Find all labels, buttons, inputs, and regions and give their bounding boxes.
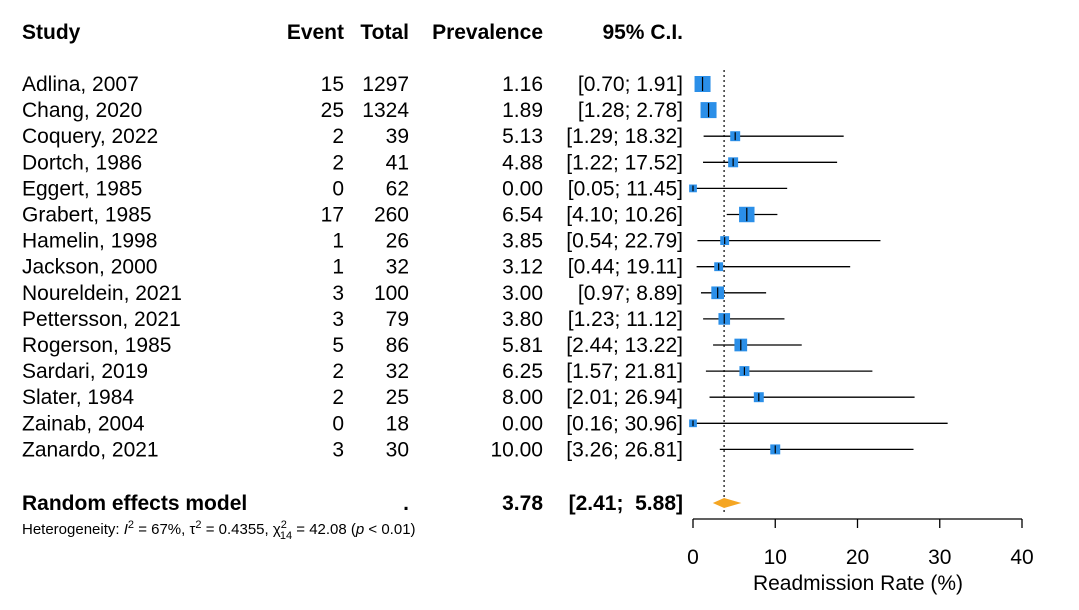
- row-ci: [1.29; 18.32]: [566, 125, 683, 148]
- row-ci: [0.54; 22.79]: [566, 230, 683, 253]
- row-study: Noureldein, 2021: [22, 282, 182, 305]
- row-total: 26: [386, 230, 409, 253]
- row-ci: [0.44; 19.11]: [568, 256, 683, 279]
- summary-ci: [2.41; 5.88]: [569, 492, 683, 515]
- summary-label: Random effects model: [22, 492, 247, 515]
- row-event: 1: [332, 256, 344, 279]
- row-event: 0: [332, 412, 344, 435]
- row-total: 25: [386, 386, 409, 409]
- row-event: 2: [332, 360, 344, 383]
- row-study: Jackson, 2000: [22, 256, 157, 279]
- row-prevalence: 6.54: [502, 204, 543, 227]
- row-prevalence: 5.81: [502, 334, 543, 357]
- row-ci: [1.22; 17.52]: [566, 151, 683, 174]
- row-total: 18: [386, 412, 409, 435]
- row-study: Slater, 1984: [22, 386, 134, 409]
- header-ci: 95% C.I.: [602, 21, 683, 44]
- row-prevalence: 1.89: [502, 99, 543, 122]
- pooled-diamond: [712, 498, 742, 508]
- row-prevalence: 3.80: [502, 308, 543, 331]
- row-study: Coquery, 2022: [22, 125, 158, 148]
- row-event: 15: [321, 73, 344, 96]
- header-study: Study: [22, 21, 81, 44]
- row-event: 25: [321, 99, 344, 122]
- row-prevalence: 3.12: [502, 256, 543, 279]
- row-total: 41: [386, 151, 409, 174]
- row-study: Eggert, 1985: [22, 177, 142, 200]
- row-event: 5: [332, 334, 344, 357]
- row-ci: [3.26; 26.81]: [566, 438, 683, 461]
- row-study: Grabert, 1985: [22, 204, 152, 227]
- row-total: 86: [386, 334, 409, 357]
- row-total: 39: [386, 125, 409, 148]
- row-event: 3: [332, 282, 344, 305]
- row-ci: [0.70; 1.91]: [578, 73, 683, 96]
- row-ci: [0.97; 8.89]: [578, 282, 683, 305]
- row-ci: [1.28; 2.78]: [578, 99, 683, 122]
- row-event: 17: [321, 204, 344, 227]
- row-prevalence: 6.25: [502, 360, 543, 383]
- row-prevalence: 1.16: [502, 73, 543, 96]
- header-event: Event: [287, 21, 344, 44]
- row-study: Pettersson, 2021: [22, 308, 181, 331]
- x-tick-label: 40: [1010, 546, 1033, 569]
- row-study: Zanardo, 2021: [22, 438, 159, 461]
- row-event: 0: [332, 177, 344, 200]
- summary-dot: .: [403, 492, 409, 515]
- row-study: Chang, 2020: [22, 99, 142, 122]
- row-study: Dortch, 1986: [22, 151, 142, 174]
- x-tick-label: 30: [928, 546, 951, 569]
- x-tick-label: 0: [687, 546, 699, 569]
- row-event: 3: [332, 308, 344, 331]
- row-study: Hamelin, 1998: [22, 230, 157, 253]
- row-ci: [1.57; 21.81]: [566, 360, 683, 383]
- row-total: 79: [386, 308, 409, 331]
- row-study: Rogerson, 1985: [22, 334, 171, 357]
- row-prevalence: 0.00: [502, 177, 543, 200]
- summary-prevalence: 3.78: [502, 492, 543, 515]
- row-event: 2: [332, 125, 344, 148]
- row-total: 32: [386, 256, 409, 279]
- row-total: 1324: [362, 99, 409, 122]
- header-prevalence: Prevalence: [432, 21, 543, 44]
- x-axis-label: Readmission Rate (%): [753, 572, 963, 595]
- row-prevalence: 5.13: [502, 125, 543, 148]
- plot-area: 0 10 20 30 40: [687, 70, 1034, 569]
- row-total: 260: [374, 204, 409, 227]
- row-ci: [0.05; 11.45]: [568, 177, 683, 200]
- row-event: 3: [332, 438, 344, 461]
- row-ci: [2.44; 13.22]: [566, 334, 683, 357]
- header-total: Total: [360, 21, 409, 44]
- row-prevalence: 10.00: [490, 438, 543, 461]
- row-study: Adlina, 2007: [22, 73, 139, 96]
- row-ci: [4.10; 10.26]: [566, 204, 683, 227]
- x-tick-label: 20: [846, 546, 869, 569]
- study-rows: Adlina, 2007 15 1297 1.16 [0.70; 1.91]Chang,…: [22, 73, 683, 461]
- row-total: 1297: [362, 73, 409, 96]
- row-event: 2: [332, 386, 344, 409]
- row-prevalence: 0.00: [502, 412, 543, 435]
- row-event: 1: [332, 230, 344, 253]
- row-ci: [1.23; 11.12]: [568, 308, 683, 331]
- row-ci: [0.16; 30.96]: [566, 412, 683, 435]
- row-study: Zainab, 2004: [22, 412, 145, 435]
- row-event: 2: [332, 151, 344, 174]
- row-prevalence: 3.85: [502, 230, 543, 253]
- heterogeneity-text: Heterogeneity: I2 = 67%, τ2 = 0.4355, χ2…: [22, 519, 416, 542]
- x-tick-label: 10: [764, 546, 787, 569]
- row-prevalence: 3.00: [502, 282, 543, 305]
- row-total: 30: [386, 438, 409, 461]
- row-prevalence: 4.88: [502, 151, 543, 174]
- row-study: Sardari, 2019: [22, 360, 148, 383]
- row-total: 100: [374, 282, 409, 305]
- row-total: 62: [386, 177, 409, 200]
- row-total: 32: [386, 360, 409, 383]
- row-prevalence: 8.00: [502, 386, 543, 409]
- row-ci: [2.01; 26.94]: [566, 386, 683, 409]
